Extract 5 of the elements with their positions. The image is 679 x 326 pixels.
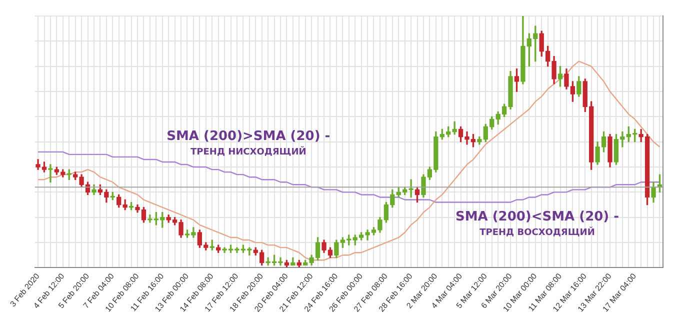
candlestick bbox=[48, 164, 53, 182]
annotation: ТРЕНД НИСХОДЯЩИЙ bbox=[190, 145, 306, 158]
annotation: SMA (200)<SMA (20) - bbox=[455, 210, 620, 225]
annotation: ТРЕНД ВОСХОДЯЩИЙ bbox=[480, 226, 595, 238]
annotation: SMA (200)>SMA (20) - bbox=[166, 129, 330, 144]
